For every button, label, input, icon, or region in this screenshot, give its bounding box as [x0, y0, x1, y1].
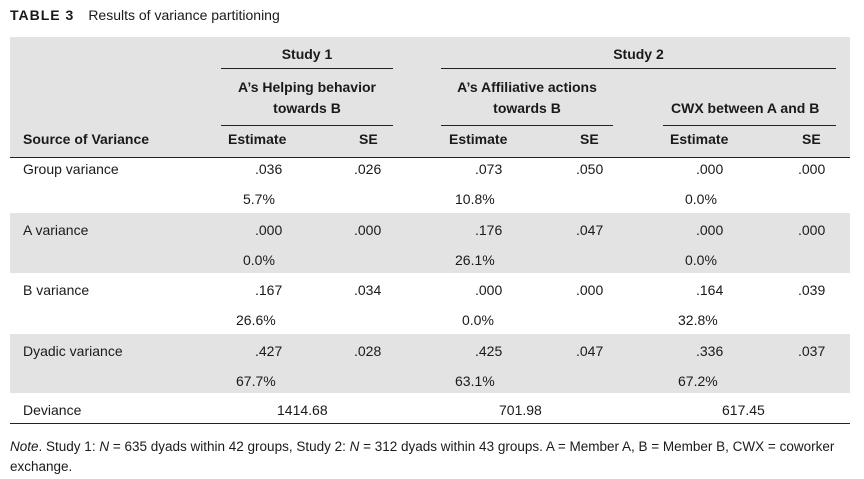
source-header: Source of Variance — [23, 131, 150, 147]
b-est-1: .167 — [255, 282, 283, 298]
dyadic-est-1: .427 — [255, 343, 283, 359]
s2-measure2-header: CWX between A and B — [671, 100, 820, 116]
group-se-2: .050 — [576, 161, 604, 177]
dyadic-se-3: .037 — [798, 343, 826, 359]
group-pct-2: 10.8% — [455, 191, 495, 207]
estimate-header-3: Estimate — [670, 131, 729, 147]
estimate-header-2: Estimate — [449, 131, 508, 147]
note-n2: N — [349, 439, 360, 454]
study1-header: Study 1 — [281, 46, 333, 62]
a-est-2: .176 — [475, 222, 503, 238]
b-se-1: .034 — [354, 282, 382, 298]
study1-rule — [221, 68, 393, 69]
dyadic-pct-2: 63.1% — [455, 373, 495, 389]
row-label-a: A variance — [23, 222, 89, 238]
s2-measure1-line1: A’s Affiliative actions — [457, 79, 597, 95]
row-band-a — [10, 213, 850, 273]
deviance-3: 617.45 — [722, 402, 765, 418]
row-label-group: Group variance — [23, 161, 119, 177]
table-number: TABLE 3 — [10, 7, 75, 23]
group-est-3: .000 — [696, 161, 724, 177]
header-bottom-rule — [10, 157, 850, 158]
group-est-1: .036 — [255, 161, 283, 177]
b-est-3: .164 — [696, 282, 724, 298]
table-caption: TABLE 3 Results of variance partitioning — [10, 7, 280, 23]
group-se-3: .000 — [798, 161, 826, 177]
group-pct-1: 5.7% — [243, 191, 275, 207]
dyadic-est-2: .425 — [475, 343, 503, 359]
header-band — [10, 37, 850, 157]
estimate-header-1: Estimate — [228, 131, 287, 147]
row-label-deviance: Deviance — [23, 402, 82, 418]
study2-rule — [441, 68, 836, 69]
dyadic-se-2: .047 — [576, 343, 604, 359]
b-pct-2: 0.0% — [462, 312, 494, 328]
note-text-1: . Study 1: — [38, 439, 100, 454]
se-header-3: SE — [802, 131, 821, 147]
s1-measure-line1: A’s Helping behavior — [238, 79, 376, 95]
s1-measure-line2: towards B — [273, 100, 341, 116]
note-text-3: = 312 dyads within 43 groups. A = Member… — [10, 439, 835, 474]
a-pct-2: 26.1% — [455, 252, 495, 268]
deviance-1: 1414.68 — [277, 402, 328, 418]
b-pct-1: 26.6% — [236, 312, 276, 328]
row-label-dyadic: Dyadic variance — [23, 343, 123, 359]
s1-measure-rule — [221, 125, 393, 126]
a-pct-1: 0.0% — [243, 252, 275, 268]
note-text-2: = 635 dyads within 42 groups, Study 2: — [109, 439, 350, 454]
se-header-2: SE — [580, 131, 599, 147]
a-pct-3: 0.0% — [685, 252, 717, 268]
a-se-2: .047 — [576, 222, 604, 238]
b-pct-3: 32.8% — [678, 312, 718, 328]
row-label-b: B variance — [23, 282, 90, 298]
note-n1: N — [99, 439, 110, 454]
se-header-1: SE — [359, 131, 378, 147]
b-est-2: .000 — [475, 282, 503, 298]
note-lead: Note — [10, 439, 39, 454]
variance-table: Study 1 Study 2 A’s Helping behavior tow… — [10, 37, 850, 424]
table-title: Results of variance partitioning — [88, 7, 280, 23]
a-est-3: .000 — [696, 222, 724, 238]
b-se-3: .039 — [798, 282, 826, 298]
row-band-dyadic — [10, 334, 850, 393]
s2-measure1-line2: towards B — [493, 100, 561, 116]
dyadic-pct-1: 67.7% — [236, 373, 276, 389]
group-se-1: .026 — [354, 161, 382, 177]
dyadic-est-3: .336 — [696, 343, 724, 359]
study2-header: Study 2 — [613, 46, 664, 62]
a-est-1: .000 — [255, 222, 283, 238]
deviance-2: 701.98 — [499, 402, 542, 418]
dyadic-pct-3: 67.2% — [678, 373, 718, 389]
a-se-3: .000 — [798, 222, 826, 238]
group-pct-3: 0.0% — [685, 191, 717, 207]
s2-measure2-rule — [663, 125, 836, 126]
a-se-1: .000 — [354, 222, 382, 238]
dyadic-se-1: .028 — [354, 343, 382, 359]
b-se-2: .000 — [576, 282, 604, 298]
table-bottom-rule — [10, 423, 850, 424]
table-note: Note. Study 1: N = 635 dyads within 42 g… — [10, 437, 855, 477]
group-est-2: .073 — [475, 161, 503, 177]
s2-measure1-rule — [441, 125, 613, 126]
